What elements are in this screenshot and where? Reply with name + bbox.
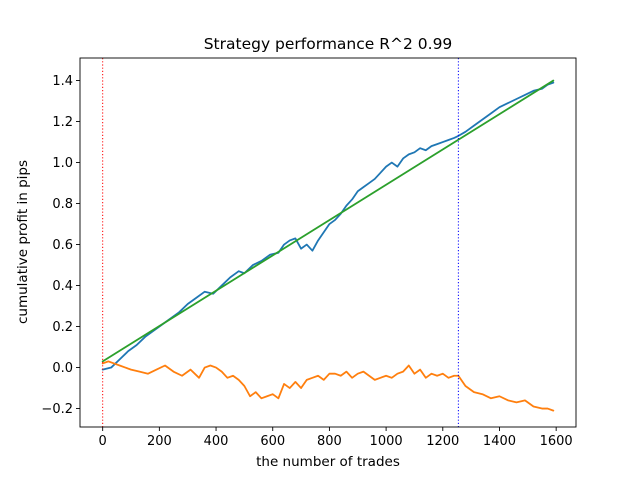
y-tick-label: 0.2 (52, 320, 73, 335)
y-tick-label: 0.6 (52, 238, 73, 253)
y-axis-label: cumulative profit in pips (15, 160, 31, 324)
x-tick-label: 0 (99, 434, 107, 449)
x-tick-label: 800 (317, 434, 342, 449)
series-line-1 (101, 81, 555, 371)
axes-frame (79, 57, 577, 428)
series-line-2 (101, 360, 555, 412)
chart-title: Strategy performance R^2 0.99 (204, 35, 453, 53)
y-tick-label: 0.8 (52, 197, 73, 212)
y-tick-label: 0.4 (52, 279, 73, 294)
x-tick-label: 200 (147, 434, 172, 449)
x-tick-label: 1600 (540, 434, 573, 449)
plot-area: 0 200 400 600 800 1000 1200 1400 1600 −0.2 0.0 0.2 0… (41, 57, 577, 449)
x-tick-label: 1200 (426, 434, 459, 449)
y-tick-label: 1.2 (52, 115, 73, 130)
y-tick-label: 0.0 (52, 361, 73, 376)
x-tick-label: 400 (204, 434, 229, 449)
x-tick-label: 1000 (370, 434, 403, 449)
x-tick-label: 1400 (483, 434, 516, 449)
y-tick-label: −0.2 (41, 402, 73, 417)
x-tick-label: 600 (260, 434, 285, 449)
y-tick-label: 1.4 (52, 74, 73, 89)
y-tick-label: 1.0 (52, 156, 73, 171)
series-line-3 (101, 79, 555, 363)
x-axis-label: the number of trades (256, 454, 400, 470)
